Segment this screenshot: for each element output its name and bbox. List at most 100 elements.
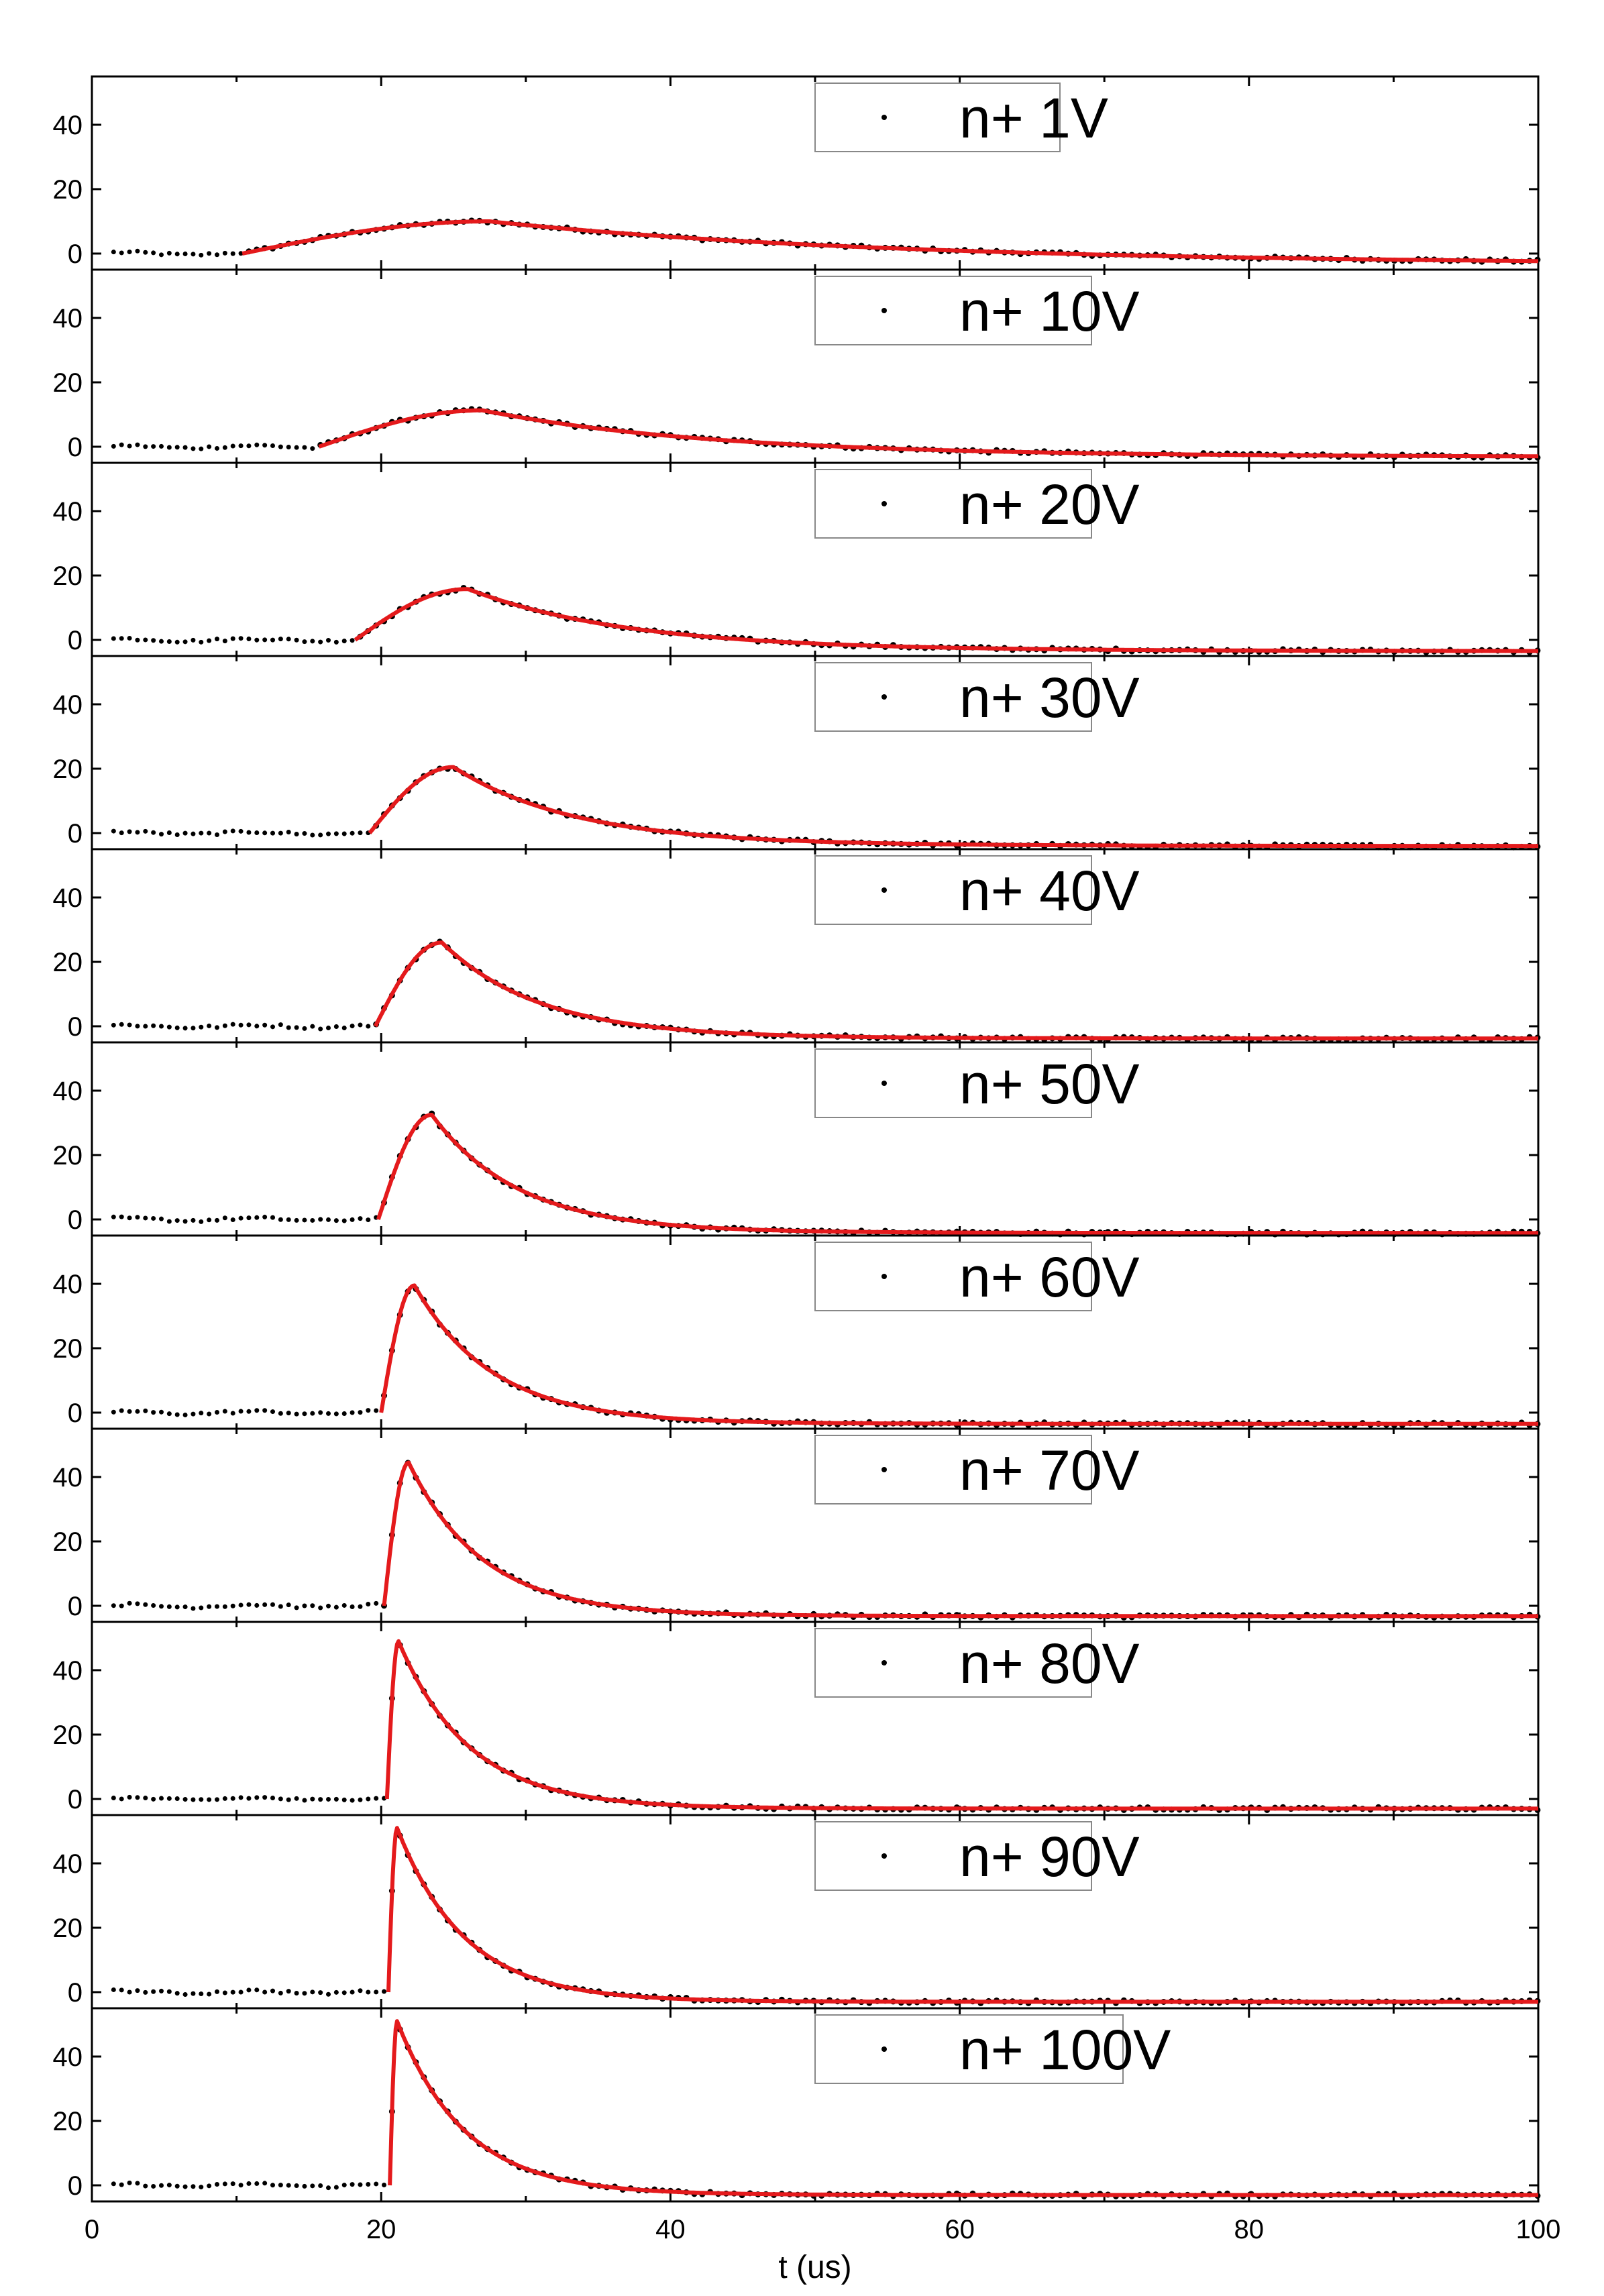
data-point [127, 2180, 132, 2185]
data-point [350, 1989, 355, 1995]
data-point [214, 1217, 219, 1223]
y-tick-label: 40 [53, 304, 83, 333]
data-point [158, 252, 164, 258]
data-point [262, 1408, 268, 1413]
data-point [318, 2183, 323, 2189]
data-point [286, 444, 291, 449]
data-point [333, 639, 339, 645]
y-tick-label: 20 [53, 2107, 83, 2136]
data-point [310, 1989, 315, 1995]
data-point [286, 1989, 291, 1994]
data-point [230, 2181, 235, 2187]
data-point [214, 637, 219, 642]
data-point [214, 832, 219, 838]
data-point [222, 1796, 227, 1801]
panel-6: 0 20 40 n+ 50V [53, 1041, 1541, 1238]
y-tick-label: 20 [53, 755, 83, 784]
data-point [143, 2183, 148, 2189]
data-point [246, 1987, 252, 1993]
data-point [199, 1219, 204, 1224]
data-point [174, 1796, 180, 1801]
data-point [294, 1411, 299, 1417]
legend-label: n+ 30V [959, 666, 1140, 729]
data-point [310, 1796, 315, 1802]
data-point [262, 2181, 268, 2186]
x-tick-label: 80 [1234, 2215, 1265, 2244]
data-point [166, 1219, 172, 1224]
legend-marker [881, 887, 887, 893]
data-point [270, 1602, 275, 1607]
panel-1: 0 20 40 n+ 1V [53, 75, 1541, 271]
y-tick-label: 20 [53, 1527, 83, 1557]
data-point [326, 1796, 331, 1802]
y-tick-label: 20 [53, 1720, 83, 1750]
legend-label: n+ 100V [959, 2018, 1171, 2081]
data-point [207, 1991, 212, 1997]
data-point [270, 1409, 275, 1415]
data-point [246, 2181, 252, 2186]
data-point [333, 831, 339, 836]
fit-curve [354, 587, 1539, 653]
data-point [270, 1215, 275, 1220]
data-point [151, 2183, 156, 2189]
data-point [158, 1024, 164, 1029]
data-point [191, 446, 196, 451]
data-point [222, 1409, 227, 1414]
data-point [350, 1024, 355, 1029]
data-point [207, 1411, 212, 1417]
data-point [111, 1409, 116, 1415]
data-point [127, 250, 132, 255]
data-point [127, 1409, 132, 1414]
data-point [254, 1215, 260, 1220]
data-series [111, 406, 1541, 461]
data-point [199, 1797, 204, 1802]
data-point [222, 1215, 227, 1221]
data-point [199, 1024, 204, 1030]
y-tick-label: 0 [68, 2171, 83, 2201]
panel-11: 0 20 40 n+ 100V [53, 2007, 1541, 2203]
fit-curve [388, 2019, 1539, 2197]
data-point [166, 1796, 172, 1801]
y-tick-label: 40 [53, 690, 83, 720]
data-point [358, 1410, 363, 1415]
data-point [254, 637, 260, 643]
data-point [286, 1217, 291, 1222]
data-point [199, 2185, 204, 2190]
panel-3: 0 20 40 n+ 20V [53, 461, 1541, 657]
data-point [214, 445, 219, 451]
data-point [262, 1602, 268, 1607]
data-point [286, 2183, 291, 2188]
data-point [326, 1411, 331, 1416]
data-point [286, 637, 291, 642]
data-point [350, 1410, 355, 1415]
data-point [174, 639, 180, 645]
data-point [294, 1796, 299, 1801]
data-point [310, 1024, 315, 1029]
data-point [366, 1024, 371, 1029]
data-point [318, 1605, 323, 1610]
y-tick-label: 20 [53, 1914, 83, 1943]
data-point [182, 1219, 188, 1224]
data-point [294, 1605, 299, 1610]
data-point [358, 1988, 363, 1993]
legend-label: n+ 50V [959, 1052, 1140, 1115]
data-point [135, 637, 140, 643]
data-point [278, 1022, 283, 1028]
data-point [174, 252, 180, 257]
data-point [358, 1797, 363, 1802]
data-point [135, 830, 140, 835]
data-point [270, 830, 275, 836]
panel-9: 0 20 40 n+ 80V [53, 1621, 1541, 1816]
data-point [158, 1604, 164, 1609]
data-point [119, 1214, 124, 1219]
data-point [302, 445, 307, 450]
data-point [151, 1796, 156, 1802]
data-point [158, 443, 164, 449]
data-point [294, 637, 299, 643]
data-point [166, 830, 172, 836]
data-point [341, 639, 347, 644]
data-point [310, 1603, 315, 1608]
data-point [382, 1989, 387, 1994]
data-point [278, 444, 283, 449]
data-point [310, 639, 315, 644]
